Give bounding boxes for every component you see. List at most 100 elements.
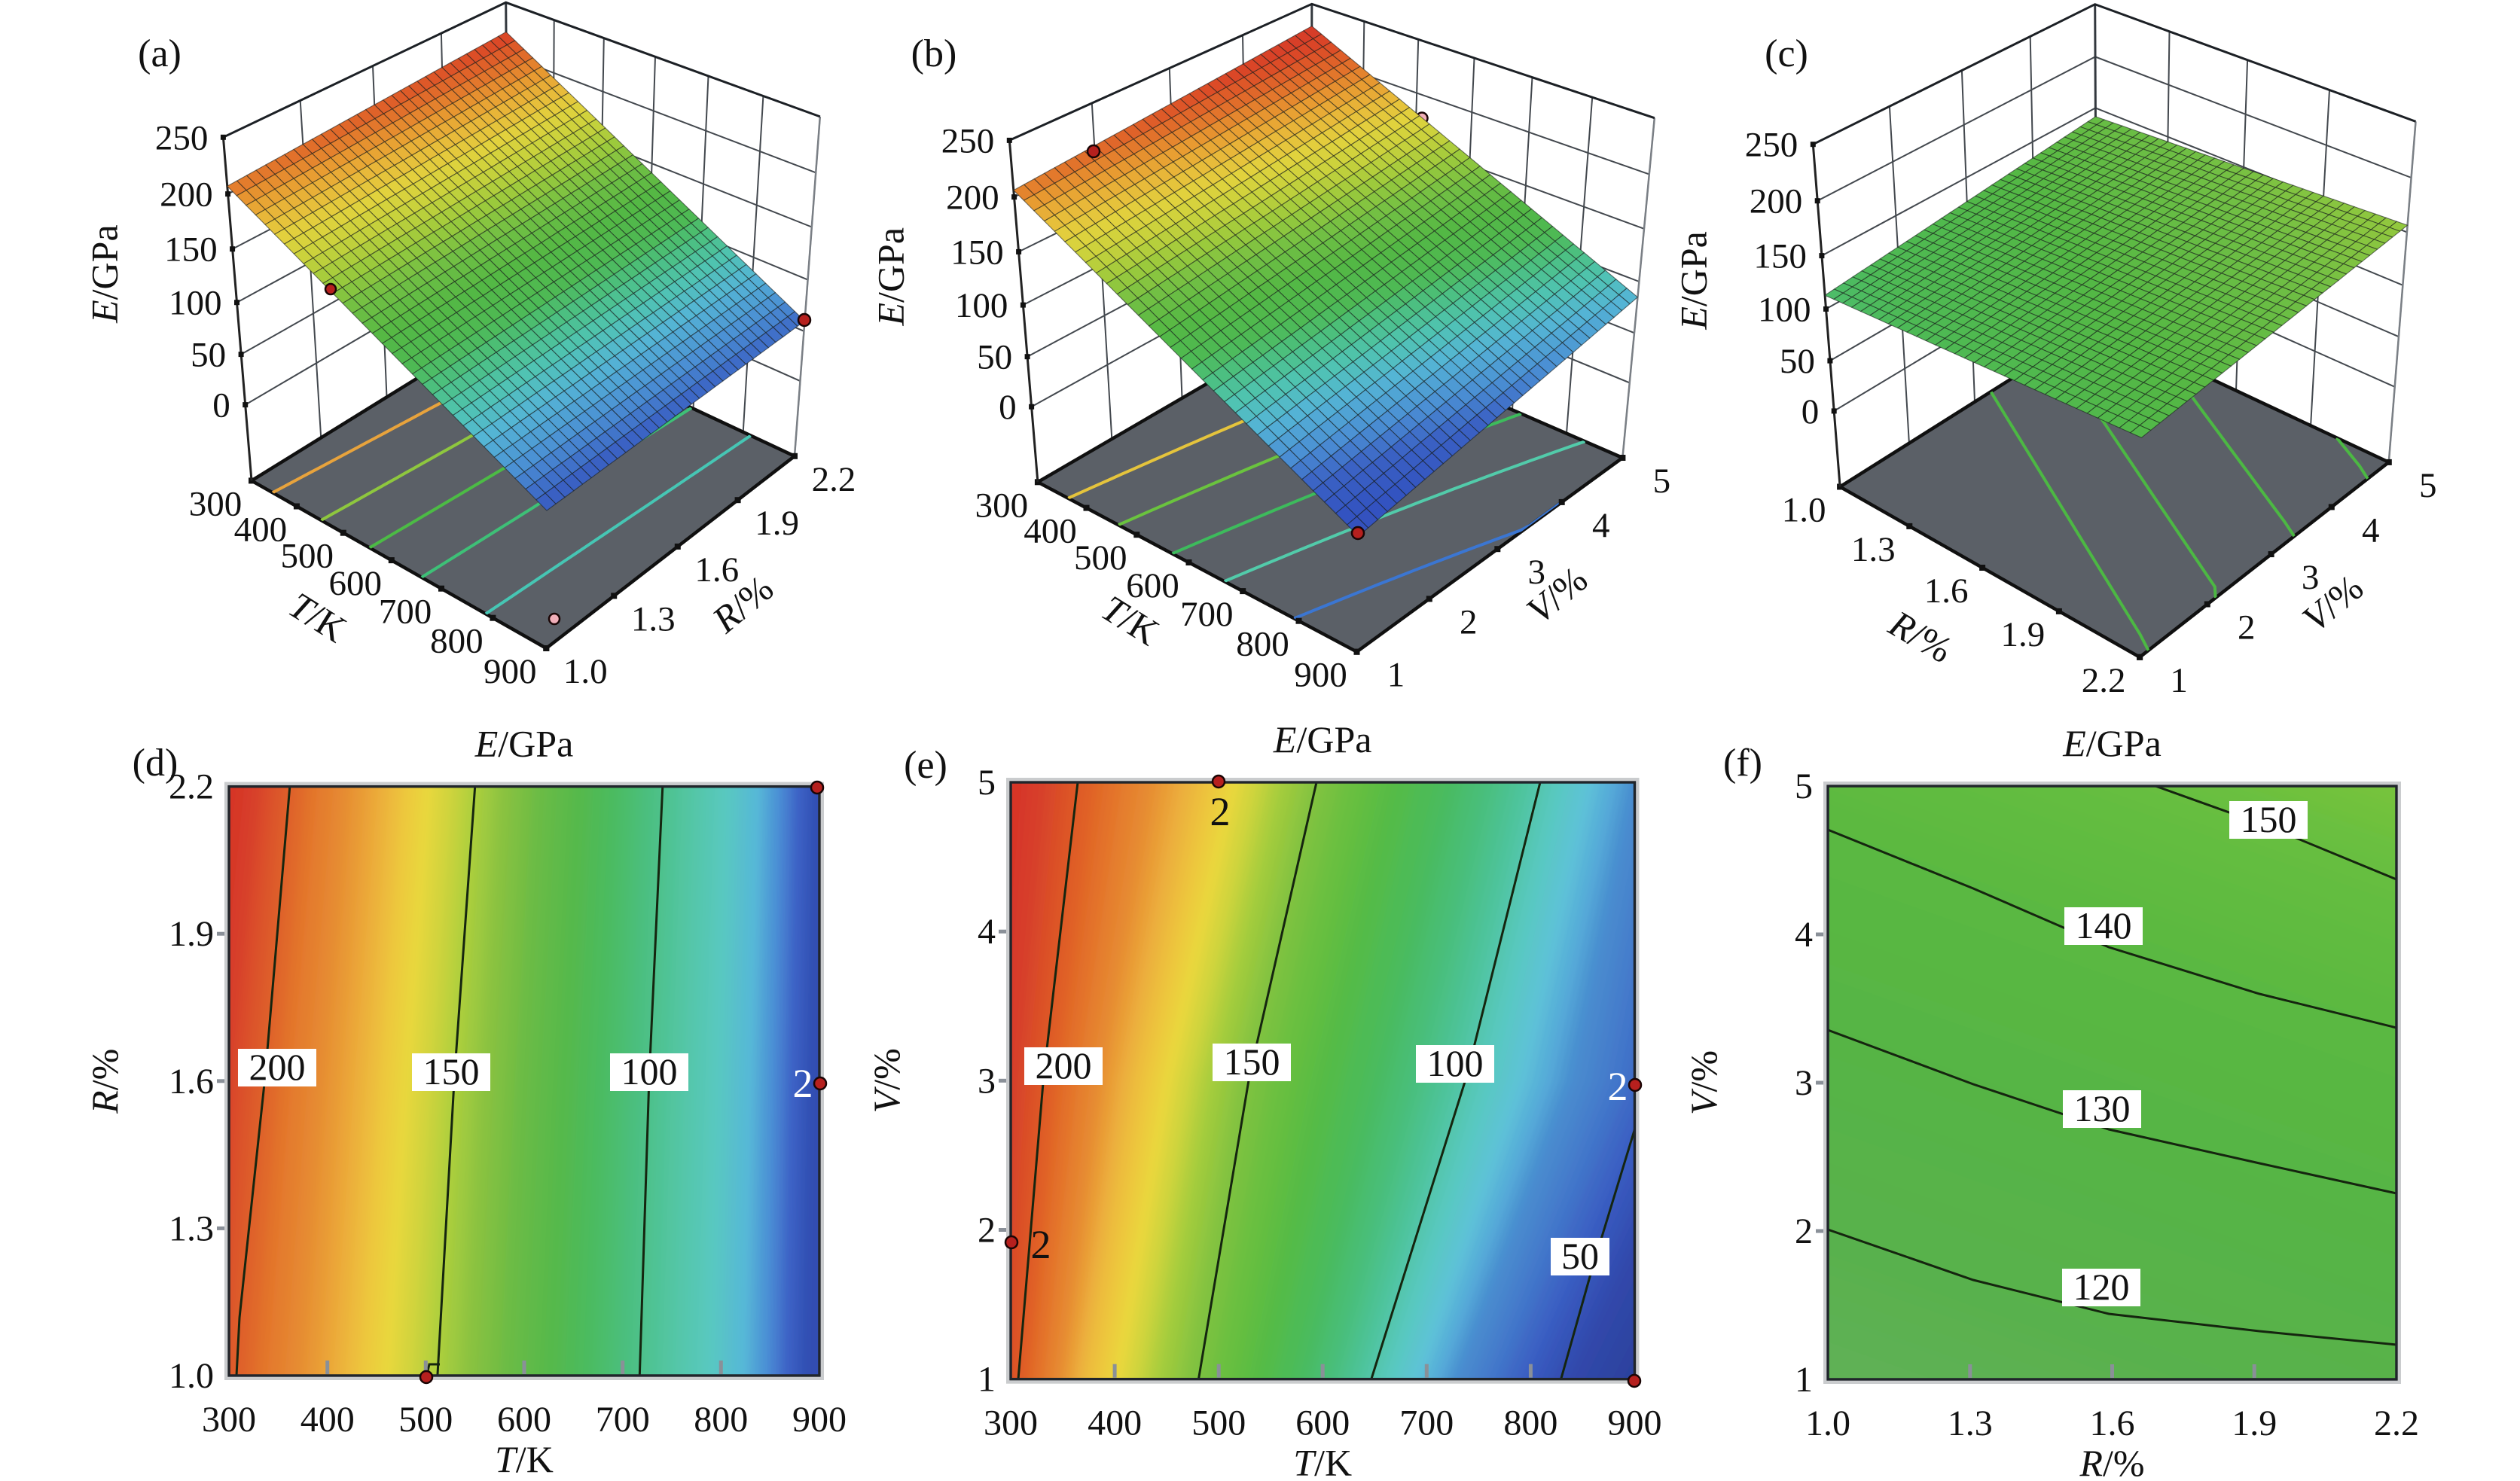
svg-text:50: 50 — [977, 338, 1012, 377]
svg-text:R/%: R/% — [84, 1049, 126, 1114]
svg-text:E/GPa: E/GPa — [83, 224, 125, 324]
svg-text:200: 200 — [1036, 1044, 1092, 1086]
svg-text:1.0: 1.0 — [169, 1356, 214, 1396]
svg-text:1.9: 1.9 — [2001, 615, 2046, 654]
svg-text:1.0: 1.0 — [1805, 1403, 1850, 1443]
svg-text:50: 50 — [1780, 342, 1815, 381]
svg-text:1.6: 1.6 — [169, 1062, 214, 1102]
svg-text:700: 700 — [379, 593, 432, 632]
svg-text:600: 600 — [497, 1400, 551, 1440]
svg-text:2.2: 2.2 — [812, 460, 856, 499]
svg-text:2.2: 2.2 — [2374, 1403, 2419, 1443]
svg-text:2: 2 — [1460, 602, 1478, 641]
svg-text:150: 150 — [2241, 798, 2297, 840]
svg-text:300: 300 — [189, 484, 243, 523]
svg-text:(e): (e) — [904, 744, 947, 787]
svg-text:600: 600 — [1126, 566, 1179, 605]
svg-text:150: 150 — [1753, 237, 1807, 276]
svg-text:0: 0 — [999, 388, 1017, 427]
svg-text:(a): (a) — [138, 32, 182, 75]
svg-text:500: 500 — [398, 1400, 453, 1440]
svg-text:E/GPa: E/GPa — [474, 723, 574, 765]
svg-text:900: 900 — [1294, 656, 1347, 695]
svg-text:(d): (d) — [133, 742, 178, 785]
svg-text:800: 800 — [430, 622, 484, 661]
svg-text:(c): (c) — [1765, 32, 1808, 75]
svg-text:150: 150 — [164, 230, 218, 270]
svg-text:140: 140 — [2076, 904, 2132, 946]
svg-text:1.3: 1.3 — [1948, 1403, 1993, 1443]
svg-text:300: 300 — [984, 1403, 1038, 1443]
svg-text:400: 400 — [301, 1400, 355, 1440]
svg-text:1.6: 1.6 — [2090, 1403, 2135, 1443]
svg-text:1.3: 1.3 — [1851, 530, 1896, 569]
svg-text:100: 100 — [955, 286, 1008, 325]
svg-text:2: 2 — [1210, 789, 1231, 834]
svg-text:3: 3 — [1795, 1063, 1813, 1103]
svg-text:120: 120 — [2073, 1266, 2130, 1308]
svg-text:4: 4 — [1795, 915, 1813, 955]
svg-text:400: 400 — [1088, 1403, 1142, 1443]
svg-text:150: 150 — [950, 233, 1004, 272]
svg-text:400: 400 — [234, 510, 288, 550]
svg-text:1.9: 1.9 — [169, 914, 214, 954]
svg-text:2: 2 — [2238, 608, 2256, 648]
svg-text:150: 150 — [423, 1050, 480, 1092]
svg-text:5: 5 — [1795, 766, 1813, 806]
svg-text:800: 800 — [1236, 625, 1289, 664]
svg-text:1.9: 1.9 — [2232, 1403, 2277, 1443]
svg-text:300: 300 — [975, 486, 1029, 525]
svg-text:600: 600 — [329, 564, 383, 603]
svg-text:1.0: 1.0 — [563, 652, 608, 691]
svg-text:4: 4 — [2362, 510, 2380, 550]
svg-text:(f): (f) — [1723, 742, 1762, 785]
svg-text:50: 50 — [191, 336, 226, 375]
svg-text:0: 0 — [212, 386, 230, 425]
svg-text:250: 250 — [941, 121, 995, 160]
svg-text:200: 200 — [249, 1046, 306, 1088]
svg-text:130: 130 — [2074, 1087, 2131, 1129]
svg-text:V/%: V/% — [865, 1048, 908, 1113]
svg-text:5: 5 — [1653, 462, 1671, 501]
svg-text:2: 2 — [1608, 1064, 1628, 1109]
svg-text:3: 3 — [1528, 553, 1546, 592]
svg-text:800: 800 — [1503, 1403, 1557, 1443]
svg-text:T/K: T/K — [495, 1438, 554, 1480]
svg-text:800: 800 — [694, 1400, 748, 1440]
svg-text:100: 100 — [1427, 1042, 1484, 1084]
svg-text:5: 5 — [2419, 466, 2437, 505]
svg-text:50: 50 — [1561, 1235, 1599, 1277]
svg-text:E/GPa: E/GPa — [869, 227, 911, 327]
svg-text:150: 150 — [1224, 1041, 1280, 1083]
svg-text:100: 100 — [1758, 290, 1811, 329]
svg-text:700: 700 — [596, 1400, 650, 1440]
svg-text:E/GPa: E/GPa — [1273, 718, 1372, 760]
svg-text:2.2: 2.2 — [169, 767, 214, 807]
svg-text:1: 1 — [1795, 1360, 1813, 1400]
svg-text:200: 200 — [1750, 182, 1803, 221]
svg-text:2.2: 2.2 — [2082, 661, 2126, 700]
svg-text:1.6: 1.6 — [1924, 571, 1969, 611]
svg-text:1: 1 — [1387, 656, 1405, 695]
svg-text:E/GPa: E/GPa — [1673, 231, 1715, 331]
svg-text:400: 400 — [1024, 512, 1077, 551]
svg-text:500: 500 — [1191, 1403, 1246, 1443]
svg-text:4: 4 — [978, 912, 996, 952]
svg-text:2: 2 — [1795, 1211, 1813, 1251]
svg-text:900: 900 — [792, 1400, 847, 1440]
svg-text:R/%: R/% — [2079, 1442, 2144, 1481]
svg-text:1: 1 — [978, 1360, 996, 1400]
svg-text:900: 900 — [1608, 1403, 1662, 1443]
svg-text:2: 2 — [978, 1211, 996, 1251]
svg-text:3: 3 — [978, 1061, 996, 1101]
svg-text:0: 0 — [1802, 392, 1820, 431]
svg-text:1.0: 1.0 — [1782, 491, 1826, 530]
svg-text:1.9: 1.9 — [755, 504, 799, 543]
svg-text:E/GPa: E/GPa — [2062, 722, 2162, 764]
svg-text:5: 5 — [978, 763, 996, 803]
svg-text:300: 300 — [202, 1400, 256, 1440]
svg-text:500: 500 — [281, 537, 334, 576]
svg-text:500: 500 — [1074, 538, 1127, 577]
svg-text:700: 700 — [1399, 1403, 1454, 1443]
svg-text:900: 900 — [484, 652, 537, 691]
